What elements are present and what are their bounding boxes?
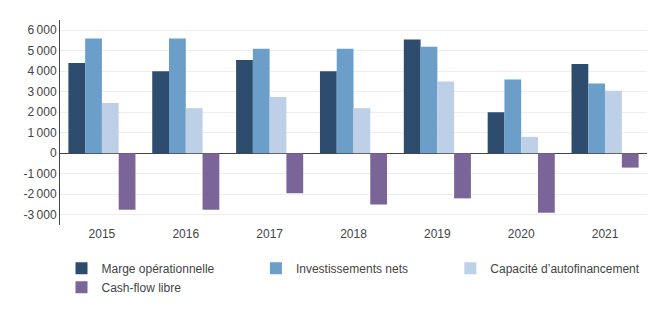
svg-text:-3 000: -3 000: [24, 208, 57, 222]
svg-text:2021: 2021: [592, 227, 619, 241]
svg-text:6 000: 6 000: [27, 23, 56, 37]
svg-text:2020: 2020: [508, 227, 535, 241]
svg-text:-1 000: -1 000: [24, 167, 57, 181]
svg-text:2016: 2016: [172, 227, 199, 241]
svg-text:4 000: 4 000: [27, 64, 56, 78]
svg-text:-2 000: -2 000: [24, 187, 57, 201]
svg-text:5 000: 5 000: [27, 44, 56, 58]
svg-text:Cash-flow libre: Cash-flow libre: [102, 281, 182, 295]
svg-text:3 000: 3 000: [27, 85, 56, 99]
svg-text:2015: 2015: [89, 227, 116, 241]
svg-text:1 000: 1 000: [27, 126, 56, 140]
svg-text:2019: 2019: [424, 227, 451, 241]
svg-text:Investissements nets: Investissements nets: [296, 262, 408, 276]
svg-text:2 000: 2 000: [27, 105, 56, 119]
svg-text:Capacité d’autofinancement: Capacité d’autofinancement: [490, 262, 639, 276]
svg-text:0: 0: [50, 146, 57, 160]
svg-text:Marge opérationnelle: Marge opérationnelle: [102, 262, 215, 276]
svg-text:2018: 2018: [340, 227, 367, 241]
svg-text:2017: 2017: [256, 227, 283, 241]
